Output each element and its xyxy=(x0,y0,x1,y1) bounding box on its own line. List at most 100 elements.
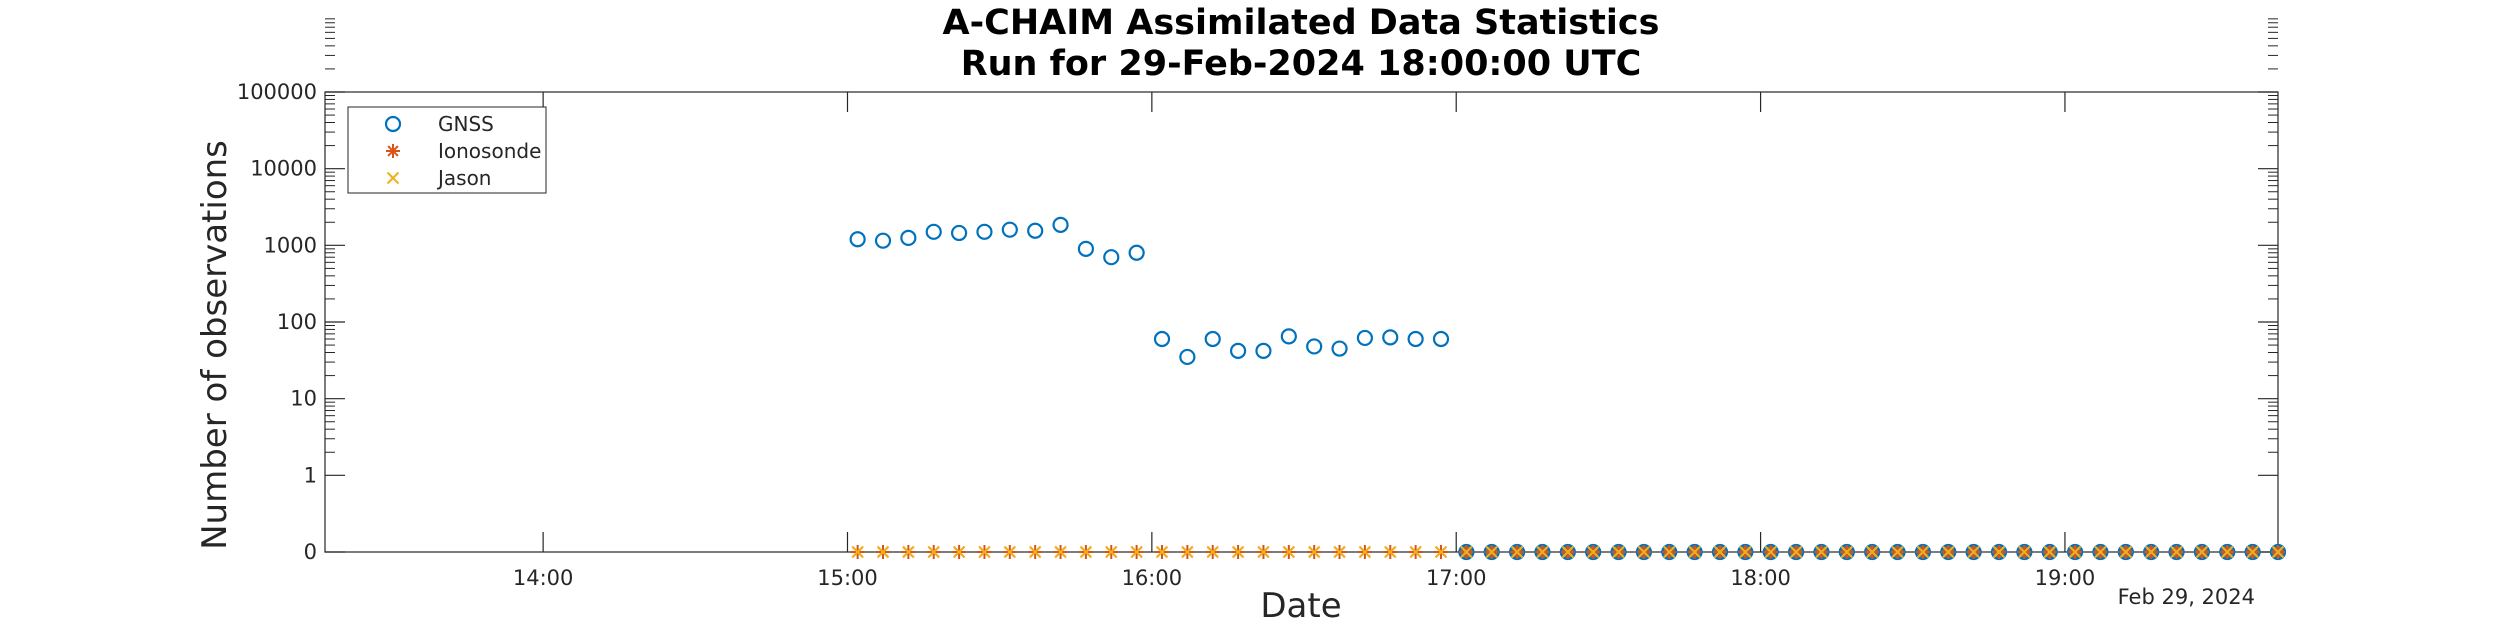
chart-title-line-2: Run for 29-Feb-2024 18:00:00 UTC xyxy=(961,44,1642,84)
x-tick-label: 17:00 xyxy=(1426,566,1487,590)
data-point xyxy=(900,229,917,247)
data-point xyxy=(1054,545,1067,559)
data-point xyxy=(1356,329,1374,347)
data-point xyxy=(1992,545,2006,559)
chart-title-line-1: A-CHAIM Assimilated Data Statistics xyxy=(943,3,1660,43)
data-point xyxy=(927,545,940,559)
legend-item-jason: Jason xyxy=(386,166,492,190)
y-tick-label: 1000 xyxy=(264,233,317,257)
data-point xyxy=(1510,545,1524,559)
data-point xyxy=(2246,545,2259,559)
data-point xyxy=(1003,545,1017,559)
data-point xyxy=(1485,545,1498,559)
data-point xyxy=(1027,222,1044,239)
data-point xyxy=(2144,545,2158,559)
data-point xyxy=(1815,545,1828,559)
series-gnss xyxy=(849,216,2287,561)
data-point xyxy=(1409,545,1422,559)
data-point xyxy=(1434,545,1448,559)
data-point xyxy=(1331,340,1348,357)
data-point xyxy=(1257,545,1270,559)
y-axis-label: Number of observations xyxy=(195,140,235,550)
y-tick-label: 10000 xyxy=(250,157,317,181)
data-point xyxy=(1282,545,1296,559)
data-point xyxy=(1713,545,1727,559)
data-point xyxy=(1229,342,1247,359)
data-point xyxy=(2018,545,2031,559)
plot-box xyxy=(324,91,2279,553)
data-point xyxy=(1103,249,1120,266)
data-point xyxy=(2271,545,2285,559)
x-axis-label: Date xyxy=(1260,586,1341,625)
data-point xyxy=(1206,545,1219,559)
data-point xyxy=(1130,545,1143,559)
data-point xyxy=(1052,216,1069,233)
x-tick-label: 14:00 xyxy=(513,566,574,590)
data-point xyxy=(1382,329,1399,346)
axes: 14:00 15:00 16:00 17:00 18:00 19:00 0 1 10 100 100… xyxy=(237,18,2279,590)
data-point xyxy=(1407,330,1424,348)
legend-label: Jason xyxy=(436,166,492,190)
data-point xyxy=(1586,545,1600,559)
legend-label: GNSS xyxy=(438,112,494,136)
data-point xyxy=(1280,328,1297,345)
data-point xyxy=(1663,545,1676,559)
data-point xyxy=(2094,545,2107,559)
data-point xyxy=(1432,330,1450,348)
data-point xyxy=(1637,545,1651,559)
data-point xyxy=(1181,545,1194,559)
data-point xyxy=(1079,545,1093,559)
data-point xyxy=(1612,545,1625,559)
data-point xyxy=(925,223,942,240)
data-marks xyxy=(849,216,2287,561)
data-point xyxy=(1001,221,1018,238)
y-tick-label: 100 xyxy=(277,310,317,334)
data-point xyxy=(1153,330,1171,348)
data-point xyxy=(1688,545,1701,559)
data-point xyxy=(1789,545,1803,559)
data-point xyxy=(1840,545,1854,559)
data-point xyxy=(1561,545,1575,559)
data-point xyxy=(1739,545,1752,559)
legend: GNSS Ionosonde Jason xyxy=(347,106,547,194)
x-tick-label: 15:00 xyxy=(817,566,878,590)
data-point xyxy=(1358,545,1372,559)
data-point xyxy=(1865,545,1879,559)
data-point xyxy=(976,223,993,240)
series-jason xyxy=(851,545,2285,559)
data-point xyxy=(2195,545,2209,559)
x-tick-label: 16:00 xyxy=(1122,566,1183,590)
data-point xyxy=(1077,240,1095,257)
data-point xyxy=(1028,545,1042,559)
data-point xyxy=(1105,545,1118,559)
data-point xyxy=(1536,545,1549,559)
legend-label: Ionosonde xyxy=(438,139,541,163)
data-point xyxy=(1307,545,1321,559)
legend-marker xyxy=(386,171,400,185)
data-point xyxy=(851,545,864,559)
data-point xyxy=(902,545,915,559)
y-tick-label: 1 xyxy=(304,463,317,487)
data-point xyxy=(1155,545,1169,559)
date-annotation: Feb 29, 2024 xyxy=(2118,585,2255,609)
data-point xyxy=(1128,244,1145,261)
data-point xyxy=(1384,545,1397,559)
x-tick-label: 18:00 xyxy=(1730,566,1791,590)
data-point xyxy=(1306,338,1323,355)
data-point xyxy=(1204,330,1221,348)
data-point xyxy=(1179,348,1196,366)
x-tick-label: 19:00 xyxy=(2035,566,2096,590)
legend-item-ionosonde: Ionosonde xyxy=(386,139,541,163)
data-point xyxy=(849,231,866,248)
data-point xyxy=(1916,545,1930,559)
data-point xyxy=(874,232,892,249)
data-point xyxy=(1942,545,1955,559)
data-point xyxy=(1255,342,1272,359)
data-point xyxy=(2170,545,2183,559)
data-point xyxy=(2068,545,2082,559)
legend-box xyxy=(347,106,547,194)
data-point xyxy=(1891,545,1904,559)
data-point xyxy=(2119,545,2133,559)
